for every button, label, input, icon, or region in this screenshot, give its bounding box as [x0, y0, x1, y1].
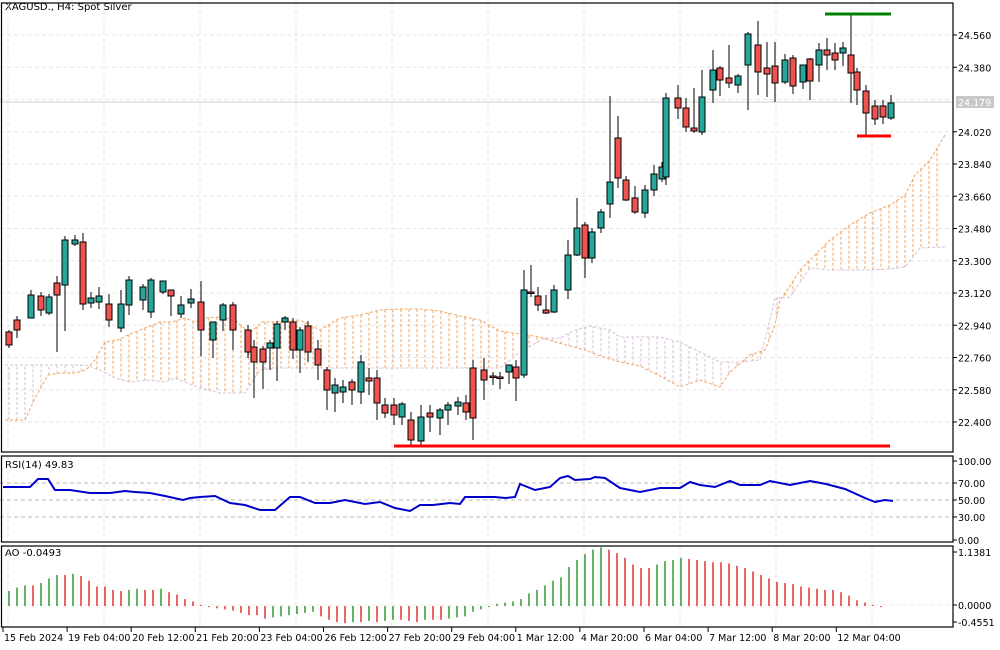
svg-text:22.760: 22.760 — [958, 354, 991, 365]
svg-text:23.480: 23.480 — [958, 225, 991, 236]
panel-frames — [0, 2, 954, 628]
svg-text:0.00: 0.00 — [958, 536, 979, 547]
svg-text:-0.4551: -0.4551 — [958, 618, 995, 629]
svg-text:0.0000: 0.0000 — [958, 601, 991, 612]
ao-indicator — [8, 547, 882, 624]
svg-text:22.400: 22.400 — [958, 418, 991, 429]
svg-text:8 Mar 20:00: 8 Mar 20:00 — [773, 633, 830, 644]
rsi-indicator — [3, 474, 894, 513]
svg-text:50.00: 50.00 — [958, 496, 985, 507]
svg-text:24.020: 24.020 — [958, 128, 991, 139]
svg-text:1 Mar 12:00: 1 Mar 12:00 — [517, 633, 574, 644]
svg-text:24.380: 24.380 — [958, 63, 991, 74]
svg-text:27 Feb 20:00: 27 Feb 20:00 — [389, 633, 451, 644]
svg-text:22.580: 22.580 — [958, 386, 991, 397]
svg-text:20 Feb 12:00: 20 Feb 12:00 — [132, 633, 194, 644]
svg-text:21 Feb 20:00: 21 Feb 20:00 — [196, 633, 258, 644]
ichimoku-cloud — [5, 134, 946, 421]
candlesticks — [5, 14, 895, 445]
svg-text:1.1381: 1.1381 — [958, 548, 991, 559]
svg-text:26 Feb 12:00: 26 Feb 12:00 — [325, 633, 387, 644]
svg-text:23 Feb 04:00: 23 Feb 04:00 — [260, 633, 322, 644]
svg-text:23.660: 23.660 — [958, 192, 991, 203]
support-resistance-lines — [394, 12, 891, 448]
rsi-label: RSI(14) 49.83 — [5, 460, 74, 471]
ao-label: AO -0.0493 — [5, 548, 62, 559]
svg-text:24.179: 24.179 — [958, 98, 991, 109]
svg-text:6 Mar 04:00: 6 Mar 04:00 — [645, 633, 702, 644]
svg-text:100.00: 100.00 — [958, 457, 991, 468]
svg-text:4 Mar 20:00: 4 Mar 20:00 — [581, 633, 638, 644]
svg-text:7 Mar 12:00: 7 Mar 12:00 — [709, 633, 766, 644]
svg-text:12 Mar 04:00: 12 Mar 04:00 — [837, 633, 900, 644]
svg-text:30.00: 30.00 — [958, 513, 985, 524]
svg-text:24.560: 24.560 — [958, 31, 991, 42]
svg-text:23.120: 23.120 — [958, 289, 991, 300]
svg-text:23.300: 23.300 — [958, 257, 991, 268]
svg-text:19 Feb 04:00: 19 Feb 04:00 — [68, 633, 130, 644]
svg-text:23.840: 23.840 — [958, 160, 991, 171]
svg-text:29 Feb 04:00: 29 Feb 04:00 — [453, 633, 515, 644]
svg-text:70.00: 70.00 — [958, 479, 985, 490]
svg-text:22.940: 22.940 — [958, 321, 991, 332]
svg-text:15 Feb 2024: 15 Feb 2024 — [4, 633, 63, 644]
axes: 24.560 24.380 24.020 23.840 23.660 23.480 23.3… — [2, 31, 995, 644]
chart-title: XAGUSD., H4: Spot Silver — [5, 2, 132, 13]
